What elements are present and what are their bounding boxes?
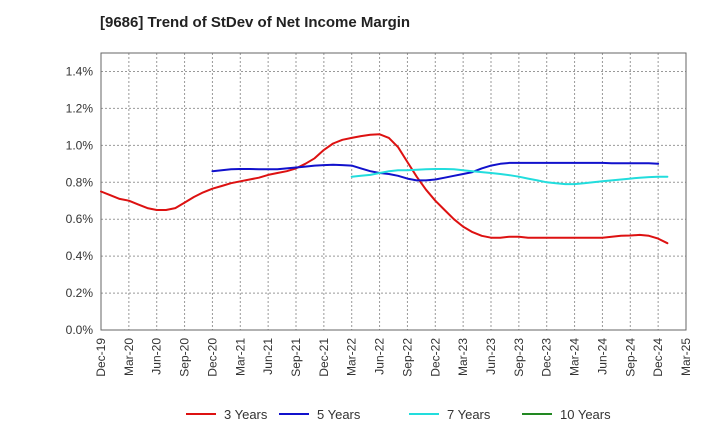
chart-title: [9686] Trend of StDev of Net Income Marg… <box>100 14 411 31</box>
plot-background <box>101 53 686 330</box>
y-tick-label: 0.8% <box>66 175 94 189</box>
series-line-2 <box>350 168 669 186</box>
x-tick-label: Mar-22 <box>345 338 359 376</box>
y-tick-label: 1.0% <box>66 138 94 152</box>
x-tick-label: Sep-20 <box>178 338 192 377</box>
x-tick-label: Sep-21 <box>289 338 303 377</box>
x-tick-label: Dec-21 <box>317 338 331 377</box>
x-tick-label: Mar-25 <box>679 338 693 376</box>
series-lines <box>100 133 669 245</box>
legend-label-0: 3 Years <box>224 407 268 422</box>
x-tick-label: Dec-23 <box>540 338 554 377</box>
x-tick-label: Dec-22 <box>428 338 442 377</box>
x-tick-label: Dec-19 <box>94 338 108 377</box>
x-tick-label: Dec-24 <box>651 338 665 377</box>
x-axis-ticks: Dec-19 Mar-20 Jun-20 Sep-20 Dec-20 Mar-21 Jun-… <box>94 338 693 377</box>
y-tick-label: 0.2% <box>66 286 94 300</box>
x-tick-label: Mar-23 <box>456 338 470 376</box>
plot-area <box>101 53 686 330</box>
series-line-1 <box>211 161 660 182</box>
legend-label-2: 7 Years <box>447 407 491 422</box>
y-axis-ticks: 0.0% 0.2% 0.4% 0.6% 0.8% 1.0% 1.2% 1.4% <box>66 64 94 337</box>
x-tick-label: Sep-22 <box>400 338 414 377</box>
y-tick-label: 0.6% <box>66 212 94 226</box>
x-tick-label: Mar-20 <box>122 338 136 376</box>
y-tick-label: 0.4% <box>66 249 94 263</box>
x-tick-label: Jun-24 <box>595 338 609 375</box>
x-tick-label: Sep-24 <box>623 338 637 377</box>
x-tick-label: Jun-22 <box>373 338 387 375</box>
x-tick-label: Mar-24 <box>568 338 582 376</box>
x-tick-label: Jun-21 <box>261 338 275 375</box>
legend: 3 Years 5 Years 7 Years 10 Years <box>186 407 611 422</box>
x-tick-label: Dec-20 <box>205 338 219 377</box>
y-tick-label: 1.4% <box>66 64 94 78</box>
x-tick-label: Jun-23 <box>484 338 498 375</box>
legend-label-3: 10 Years <box>560 407 611 422</box>
legend-label-1: 5 Years <box>317 407 361 422</box>
y-tick-label: 1.2% <box>66 101 94 115</box>
x-tick-label: Jun-20 <box>150 338 164 375</box>
x-tick-label: Mar-21 <box>233 338 247 376</box>
series-line-0 <box>100 133 669 245</box>
x-tick-label: Sep-23 <box>512 338 526 377</box>
y-tick-label: 0.0% <box>66 323 94 337</box>
grid-lines <box>101 53 686 330</box>
